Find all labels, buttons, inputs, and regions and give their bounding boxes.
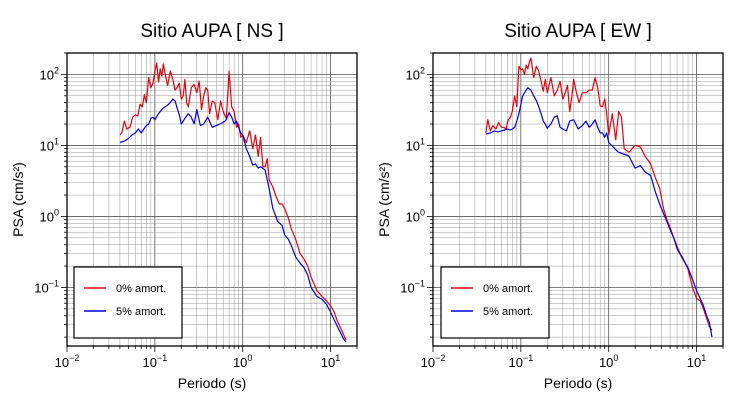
tick-marks — [427, 52, 724, 352]
tick-base: 10 — [321, 355, 335, 370]
tick-base: 10 — [406, 209, 420, 224]
tick-exponent: −2 — [435, 353, 445, 363]
series-line-damped — [485, 87, 713, 338]
chart-title: Sitio AUPA [ NS ] — [140, 21, 283, 42]
x-tick-label: 101 — [321, 353, 340, 370]
series-line-damped — [119, 98, 347, 343]
tick-exponent: 0 — [420, 207, 425, 217]
legend-box — [73, 266, 183, 339]
y-axis-label: PSA (cm/s²) — [376, 162, 392, 237]
tick-base: 10 — [421, 355, 435, 370]
tick-exponent: 1 — [420, 136, 425, 146]
tick-exponent: 0 — [613, 353, 618, 363]
tick-exponent: 1 — [54, 136, 59, 146]
tick-base: 10 — [40, 209, 54, 224]
tick-exponent: −2 — [69, 353, 79, 363]
tick-base: 10 — [406, 67, 420, 82]
tick-exponent: 2 — [420, 65, 425, 75]
x-tick-label: 10−1 — [508, 353, 533, 370]
tick-exponent: −1 — [157, 353, 167, 363]
tick-exponent: 0 — [247, 353, 252, 363]
x-tick-label: 10−2 — [421, 353, 446, 370]
legend-label: 0% amort. — [116, 283, 166, 295]
tick-base: 10 — [508, 355, 522, 370]
legend-label: 5% amort. — [483, 306, 533, 318]
x-tick-label: 101 — [687, 353, 706, 370]
tick-base: 10 — [40, 67, 54, 82]
y-tick-label: 100 — [40, 207, 59, 224]
x-axis-label: Periodo (s) — [178, 375, 246, 391]
tick-base: 10 — [40, 138, 54, 153]
tick-exponent: −1 — [415, 278, 425, 288]
tick-marks — [61, 52, 358, 352]
x-axis-label: Periodo (s) — [544, 375, 612, 391]
y-tick-label: 10−1 — [34, 278, 59, 295]
series-line-undamped — [485, 57, 713, 331]
y-tick-label: 101 — [40, 136, 59, 153]
x-tick-label: 10−2 — [55, 353, 80, 370]
chart-title: Sitio AUPA [ EW ] — [504, 21, 651, 42]
legend-label: 0% amort. — [483, 283, 533, 295]
series-line-undamped — [119, 62, 347, 341]
tick-base: 10 — [55, 355, 69, 370]
tick-base: 10 — [34, 280, 48, 295]
x-tick-label: 100 — [599, 353, 618, 370]
legend: 0% amort. 5% amort. — [440, 266, 550, 339]
x-tick-label: 100 — [233, 353, 252, 370]
y-tick-label: 101 — [406, 136, 425, 153]
tick-exponent: −1 — [523, 353, 533, 363]
plot-frame — [66, 52, 358, 347]
tick-exponent: 1 — [701, 353, 706, 363]
tick-base: 10 — [406, 138, 420, 153]
tick-base: 10 — [599, 355, 613, 370]
y-tick-label: 10−1 — [400, 278, 425, 295]
y-tick-label: 102 — [406, 65, 425, 82]
y-axis-label: PSA (cm/s²) — [10, 162, 26, 237]
tick-base: 10 — [233, 355, 247, 370]
tick-exponent: 0 — [54, 207, 59, 217]
legend-box — [440, 266, 550, 339]
y-tick-label: 102 — [40, 65, 59, 82]
tick-exponent: 2 — [54, 65, 59, 75]
plot-frame — [432, 52, 724, 347]
tick-exponent: 1 — [335, 353, 340, 363]
legend-label: 5% amort. — [116, 306, 166, 318]
x-tick-label: 10−1 — [142, 353, 167, 370]
tick-base: 10 — [142, 355, 156, 370]
tick-exponent: −1 — [49, 278, 59, 288]
tick-base: 10 — [687, 355, 701, 370]
y-tick-label: 100 — [406, 207, 425, 224]
legend: 0% amort. 5% amort. — [73, 266, 183, 339]
tick-base: 10 — [400, 280, 414, 295]
